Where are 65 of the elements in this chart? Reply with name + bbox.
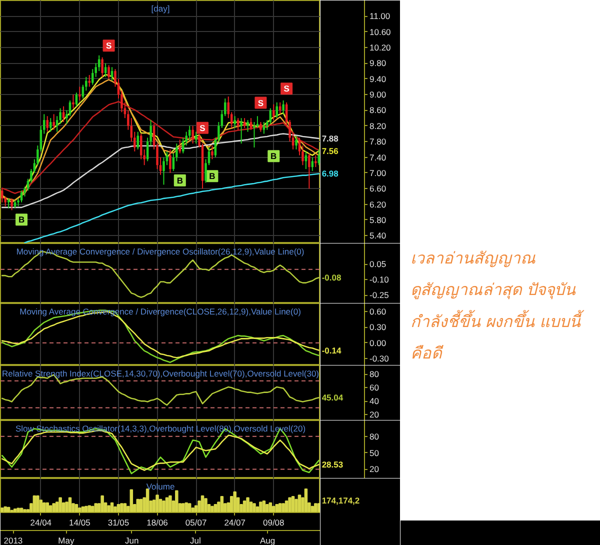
chart-title: Relative Strength Index(CLOSE,14,30,70),Overbought Level(70),Oversold Level(30) <box>2 368 320 378</box>
data-label: B <box>209 171 216 182</box>
text: ดูสัญญาณล่าสุด ปัจจุบัน <box>410 280 577 300</box>
x-tick-label: 05/07 <box>185 518 207 528</box>
x-tick-label: 14/05 <box>69 518 91 528</box>
chart-title: Volume <box>146 482 175 492</box>
x2-tick-label: May <box>58 536 75 545</box>
y-tick-label: 50 <box>370 448 380 458</box>
data-label: B <box>176 175 183 186</box>
y-tick-label: 80 <box>370 369 380 380</box>
chart-title: [day] <box>151 4 170 14</box>
text: คือดี <box>410 344 444 363</box>
data-label: 7.88 <box>322 133 339 144</box>
y-tick-label: 10.20 <box>370 42 392 53</box>
data-label: S <box>106 40 112 51</box>
text: 174,174,2 <box>322 496 360 506</box>
y-tick-label: 7.40 <box>370 152 386 162</box>
y-tick-label: 9.00 <box>370 90 386 100</box>
x2-tick-label: 2013 <box>4 536 23 545</box>
y-tick-label: 7.80 <box>370 136 386 147</box>
y-tick-label: 5.40 <box>370 230 386 241</box>
y-tick-label: 40 <box>370 396 380 406</box>
y-tick-label: 0.30 <box>370 322 386 332</box>
y-tick-label: 0.05 <box>370 259 386 270</box>
x2-tick-label: Jul <box>190 536 202 545</box>
data-label: B <box>18 214 25 225</box>
data-label: B <box>270 151 277 162</box>
text: กำลังชี้ขึ้น ผงกขึ้น แบบนี้ <box>410 310 585 331</box>
data-label: -0.14 <box>322 345 342 356</box>
y-tick-label: 8.20 <box>370 120 386 131</box>
y-tick-label: -0.25 <box>370 290 390 300</box>
x-tick-label: 18/06 <box>146 518 168 528</box>
x-tick-label: 09/08 <box>262 518 285 528</box>
chart-title: Moving Average Convergence / Divergence Oscillator(26,12,9),Value Line(0) <box>16 246 304 256</box>
data-label: S <box>284 84 290 94</box>
y-tick-label: 9.40 <box>370 74 386 84</box>
data-label: S <box>200 122 206 133</box>
y-tick-label: 6.60 <box>370 184 386 194</box>
data-label: 45.04 <box>322 392 344 403</box>
y-tick-label: 80 <box>370 431 380 442</box>
y-tick-label: 20 <box>370 409 380 420</box>
data-label: 28.53 <box>322 460 344 470</box>
y-tick-label: 8.60 <box>370 105 386 116</box>
y-tick-label: 5.80 <box>370 214 386 225</box>
y-tick-label: 6.20 <box>370 199 386 210</box>
x-tick-label: 24/04 <box>30 518 52 528</box>
y-tick-label: 11.00 <box>370 11 390 22</box>
y-tick-label: 0.00 <box>370 338 386 348</box>
x2-tick-label: Aug <box>260 536 276 545</box>
data-label: 7.56 <box>322 146 339 156</box>
data-label: -0.08 <box>322 272 342 283</box>
y-tick-label: -0.30 <box>370 354 390 364</box>
y-tick-label: 20 <box>370 464 380 474</box>
y-tick-label: -0.10 <box>370 274 390 285</box>
y-tick-label: 0.60 <box>370 306 386 316</box>
y-tick-label: 9.80 <box>370 58 386 68</box>
data-label: 6.98 <box>322 168 339 179</box>
y-tick-label: 60 <box>370 382 380 393</box>
data-label: S <box>258 98 264 108</box>
y-tick-label: 7.00 <box>370 168 386 178</box>
x-tick-label: 24/07 <box>224 518 246 528</box>
x2-tick-label: Jun <box>125 536 140 545</box>
text: เวลาอ่านสัญญาณ <box>410 248 536 268</box>
y-tick-label: 10.60 <box>370 26 392 37</box>
x-tick-label: 31/05 <box>108 518 130 528</box>
